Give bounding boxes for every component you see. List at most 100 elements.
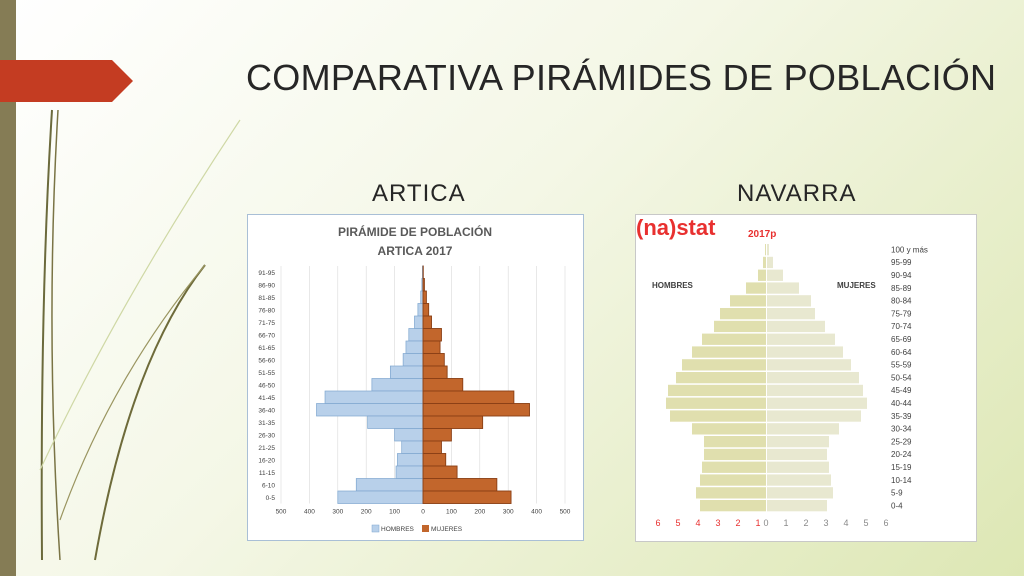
navarra-bar-mujeres bbox=[767, 474, 831, 486]
artica-bar-hombres bbox=[405, 340, 424, 354]
artica-y-tick: 16-20 bbox=[258, 457, 275, 464]
navarra-x-tick-right: 0 bbox=[763, 518, 768, 528]
navarra-bar-mujeres bbox=[767, 269, 783, 281]
artica-y-tick: 51-55 bbox=[258, 370, 275, 377]
legend-mujeres-label: MUJERES bbox=[431, 526, 463, 533]
subtitle-navarra: NAVARRA bbox=[737, 180, 857, 207]
navarra-bar-mujeres bbox=[767, 423, 839, 435]
navarra-bar-mujeres bbox=[767, 295, 811, 307]
artica-y-tick: 56-60 bbox=[258, 357, 275, 364]
navarra-bar-mujeres bbox=[767, 359, 851, 371]
navarra-bar-hombres bbox=[765, 244, 766, 256]
artica-chart-panel: PIRÁMIDE DE POBLACIÓN ARTICA 2017 91-95 8… bbox=[247, 214, 584, 541]
artica-y-tick: 6-10 bbox=[262, 482, 275, 489]
navarra-bar-hombres bbox=[714, 320, 766, 333]
navarra-bar-mujeres bbox=[767, 487, 833, 499]
navarra-bar-mujeres bbox=[767, 410, 861, 422]
navarra-y-tick: 55-59 bbox=[891, 361, 912, 370]
artica-chart-title: PIRÁMIDE DE POBLACIÓN bbox=[338, 224, 492, 239]
artica-bar-mujeres bbox=[422, 353, 445, 367]
artica-y-tick: 81-85 bbox=[258, 295, 275, 302]
artica-bar-hombres bbox=[316, 403, 424, 417]
artica-y-tick: 41-45 bbox=[258, 395, 275, 402]
navarra-bar-hombres bbox=[702, 333, 766, 345]
artica-bar-hombres bbox=[394, 428, 424, 442]
artica-y-tick: 46-50 bbox=[258, 382, 275, 389]
navarra-bar-hombres bbox=[682, 359, 766, 371]
artica-bar-hombres bbox=[402, 353, 424, 367]
navarra-bar-hombres bbox=[702, 461, 766, 473]
legend-hombres-label: HOMBRES bbox=[381, 526, 415, 533]
navarra-bar-mujeres bbox=[767, 500, 827, 512]
navarra-y-tick: 15-19 bbox=[891, 463, 912, 472]
navarra-y-tick: 95-99 bbox=[891, 258, 912, 267]
navarra-bar-hombres bbox=[746, 282, 766, 294]
artica-bar-hombres bbox=[371, 378, 424, 392]
artica-y-tick: 76-80 bbox=[258, 307, 275, 314]
navarra-y-tick: 45-49 bbox=[891, 386, 912, 395]
artica-bar-mujeres bbox=[422, 428, 452, 442]
artica-y-tick: 11-15 bbox=[259, 470, 276, 477]
navarra-y-tick: 35-39 bbox=[891, 412, 912, 421]
artica-bar-mujeres bbox=[422, 378, 464, 392]
artica-bar-mujeres bbox=[422, 290, 427, 304]
artica-bar-hombres bbox=[397, 453, 424, 467]
artica-bar-mujeres bbox=[422, 440, 442, 454]
artica-x-tick: 300 bbox=[503, 509, 514, 516]
navarra-chart-panel: (na)stat 2017p HOMBRES MUJERES 100 y más… bbox=[635, 214, 977, 542]
artica-pyramid-chart: PIRÁMIDE DE POBLACIÓN ARTICA 2017 91-95 8… bbox=[258, 224, 571, 533]
navarra-y-tick: 50-54 bbox=[891, 373, 912, 382]
artica-x-tick: 100 bbox=[389, 509, 400, 516]
artica-x-tick: 400 bbox=[531, 509, 542, 516]
navarra-x-tick-left: 2 bbox=[735, 518, 740, 528]
slide-title: COMPARATIVA PIRÁMIDES DE POBLACIÓN bbox=[246, 57, 997, 98]
navarra-x-tick-right: 5 bbox=[863, 518, 868, 528]
navarra-y-tick: 0-4 bbox=[891, 501, 903, 510]
navarra-bar-hombres bbox=[763, 256, 766, 269]
navarra-y-tick: 65-69 bbox=[891, 335, 912, 344]
navarra-bar-hombres bbox=[692, 346, 766, 358]
navarra-x-tick-right: 3 bbox=[823, 518, 828, 528]
navarra-bar-hombres bbox=[666, 397, 766, 409]
navarra-x-tick-right: 4 bbox=[843, 518, 848, 528]
navarra-x-tick-left: 5 bbox=[675, 518, 680, 528]
artica-y-tick: 36-40 bbox=[258, 407, 275, 414]
navarra-bar-mujeres bbox=[767, 436, 829, 448]
artica-x-tick: 200 bbox=[474, 509, 485, 516]
nastat-logo-text: (na)stat bbox=[636, 215, 716, 240]
artica-x-tick: 500 bbox=[560, 509, 571, 516]
artica-bar-hombres bbox=[417, 303, 424, 317]
artica-bar-hombres bbox=[408, 328, 424, 342]
artica-x-tick: 500 bbox=[276, 509, 287, 516]
artica-legend: HOMBRES MUJERES bbox=[371, 524, 463, 533]
legend-mujeres-swatch bbox=[422, 525, 429, 532]
artica-bar-hombres bbox=[414, 315, 424, 329]
navarra-year-label: 2017p bbox=[748, 229, 776, 240]
left-accent-bar bbox=[0, 0, 16, 576]
subtitle-artica: ARTICA bbox=[372, 180, 466, 207]
navarra-bar-hombres bbox=[676, 372, 766, 384]
navarra-x-tick-right: 6 bbox=[883, 518, 888, 528]
decorative-lines bbox=[39, 109, 241, 561]
nastat-logo: (na)stat bbox=[636, 215, 716, 240]
navarra-x-tick-left: 3 bbox=[715, 518, 720, 528]
artica-bar-mujeres bbox=[422, 303, 430, 317]
artica-y-tick: 86-90 bbox=[258, 282, 275, 289]
artica-y-tick: 61-65 bbox=[258, 345, 275, 352]
navarra-y-tick: 90-94 bbox=[891, 271, 912, 280]
artica-bar-hombres bbox=[401, 440, 424, 454]
artica-x-tick: 0 bbox=[421, 509, 425, 516]
navarra-y-tick: 40-44 bbox=[891, 399, 912, 408]
artica-bar-mujeres bbox=[422, 465, 458, 479]
navarra-y-tick: 80-84 bbox=[891, 297, 912, 306]
navarra-bar-mujeres bbox=[767, 372, 859, 384]
artica-y-tick: 91-95 bbox=[258, 270, 275, 277]
artica-bar-mujeres bbox=[422, 365, 448, 379]
artica-y-tick: 26-30 bbox=[258, 432, 275, 439]
navarra-bar-hombres bbox=[720, 308, 766, 320]
legend-hombres-swatch bbox=[371, 524, 380, 533]
navarra-bar-mujeres bbox=[767, 397, 867, 409]
navarra-bar-hombres bbox=[704, 436, 766, 448]
artica-bar-mujeres bbox=[422, 340, 441, 354]
artica-bar-mujeres bbox=[422, 278, 425, 292]
